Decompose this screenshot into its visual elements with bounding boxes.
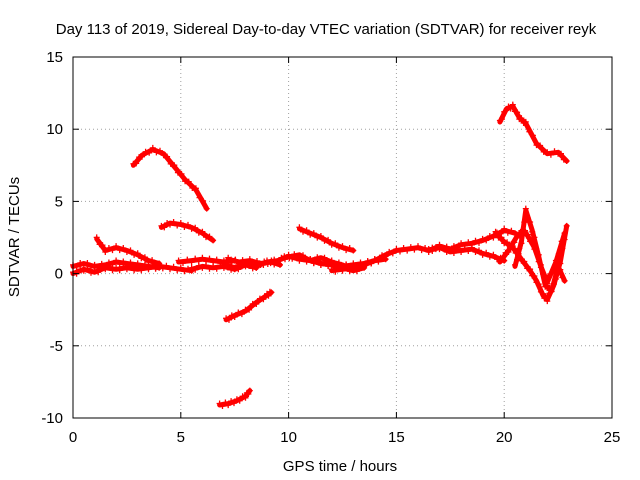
series-markers (223, 288, 275, 323)
x-tick-label: 20 (496, 429, 513, 446)
series-trace (176, 256, 238, 265)
y-tick-label: -10 (41, 410, 63, 427)
x-tick-label: 5 (177, 429, 185, 446)
series-trace (329, 227, 518, 274)
plot-frame (72, 56, 613, 419)
y-axis-label: SDTVAR / TECUs (6, 177, 23, 297)
series-markers (130, 144, 210, 212)
y-tick-label: 15 (46, 49, 63, 66)
x-tick-label: 10 (280, 429, 297, 446)
x-tick-label: 15 (388, 429, 405, 446)
chart-title: Day 113 of 2019, Sidereal Day-to-day VTE… (56, 21, 597, 38)
plot-area (70, 101, 570, 409)
series-arc-g (225, 254, 283, 268)
series-arc-r (512, 205, 568, 294)
series-markers (296, 224, 357, 254)
series-arc-o (496, 101, 570, 164)
series-markers (512, 205, 568, 294)
y-tick-label: 10 (46, 121, 63, 138)
series-trace (130, 146, 210, 212)
series-trace (225, 256, 283, 268)
y-tick-label: -5 (50, 338, 63, 355)
series-arc-c (158, 219, 217, 244)
series-arc-k (296, 224, 357, 254)
series-arc-b (130, 144, 210, 212)
series-markers (216, 387, 253, 409)
series-trace (426, 245, 507, 264)
series-trace (158, 220, 216, 243)
axis-ticks: 0 5 10 15 20 25 -10 -5 0 5 10 15 (41, 49, 620, 446)
series-markers (328, 225, 518, 275)
series-trace (70, 263, 195, 277)
x-tick-label: 0 (69, 429, 77, 446)
series-markers (425, 244, 508, 264)
x-tick-label: 25 (604, 429, 621, 446)
series-arc-a (93, 234, 163, 267)
series-arc-i (216, 387, 253, 409)
x-axis-label: GPS time / hours (283, 458, 397, 475)
series-markers (158, 219, 217, 244)
series-markers (93, 234, 163, 267)
series-markers (225, 254, 283, 268)
y-tick-label: 5 (55, 193, 63, 210)
series-arc-m (328, 225, 518, 275)
series-arc-n (425, 244, 508, 264)
series-arc-h (223, 288, 275, 323)
y-tick-label: 0 (55, 266, 63, 283)
series-trace (223, 289, 274, 323)
series-markers (496, 101, 570, 164)
